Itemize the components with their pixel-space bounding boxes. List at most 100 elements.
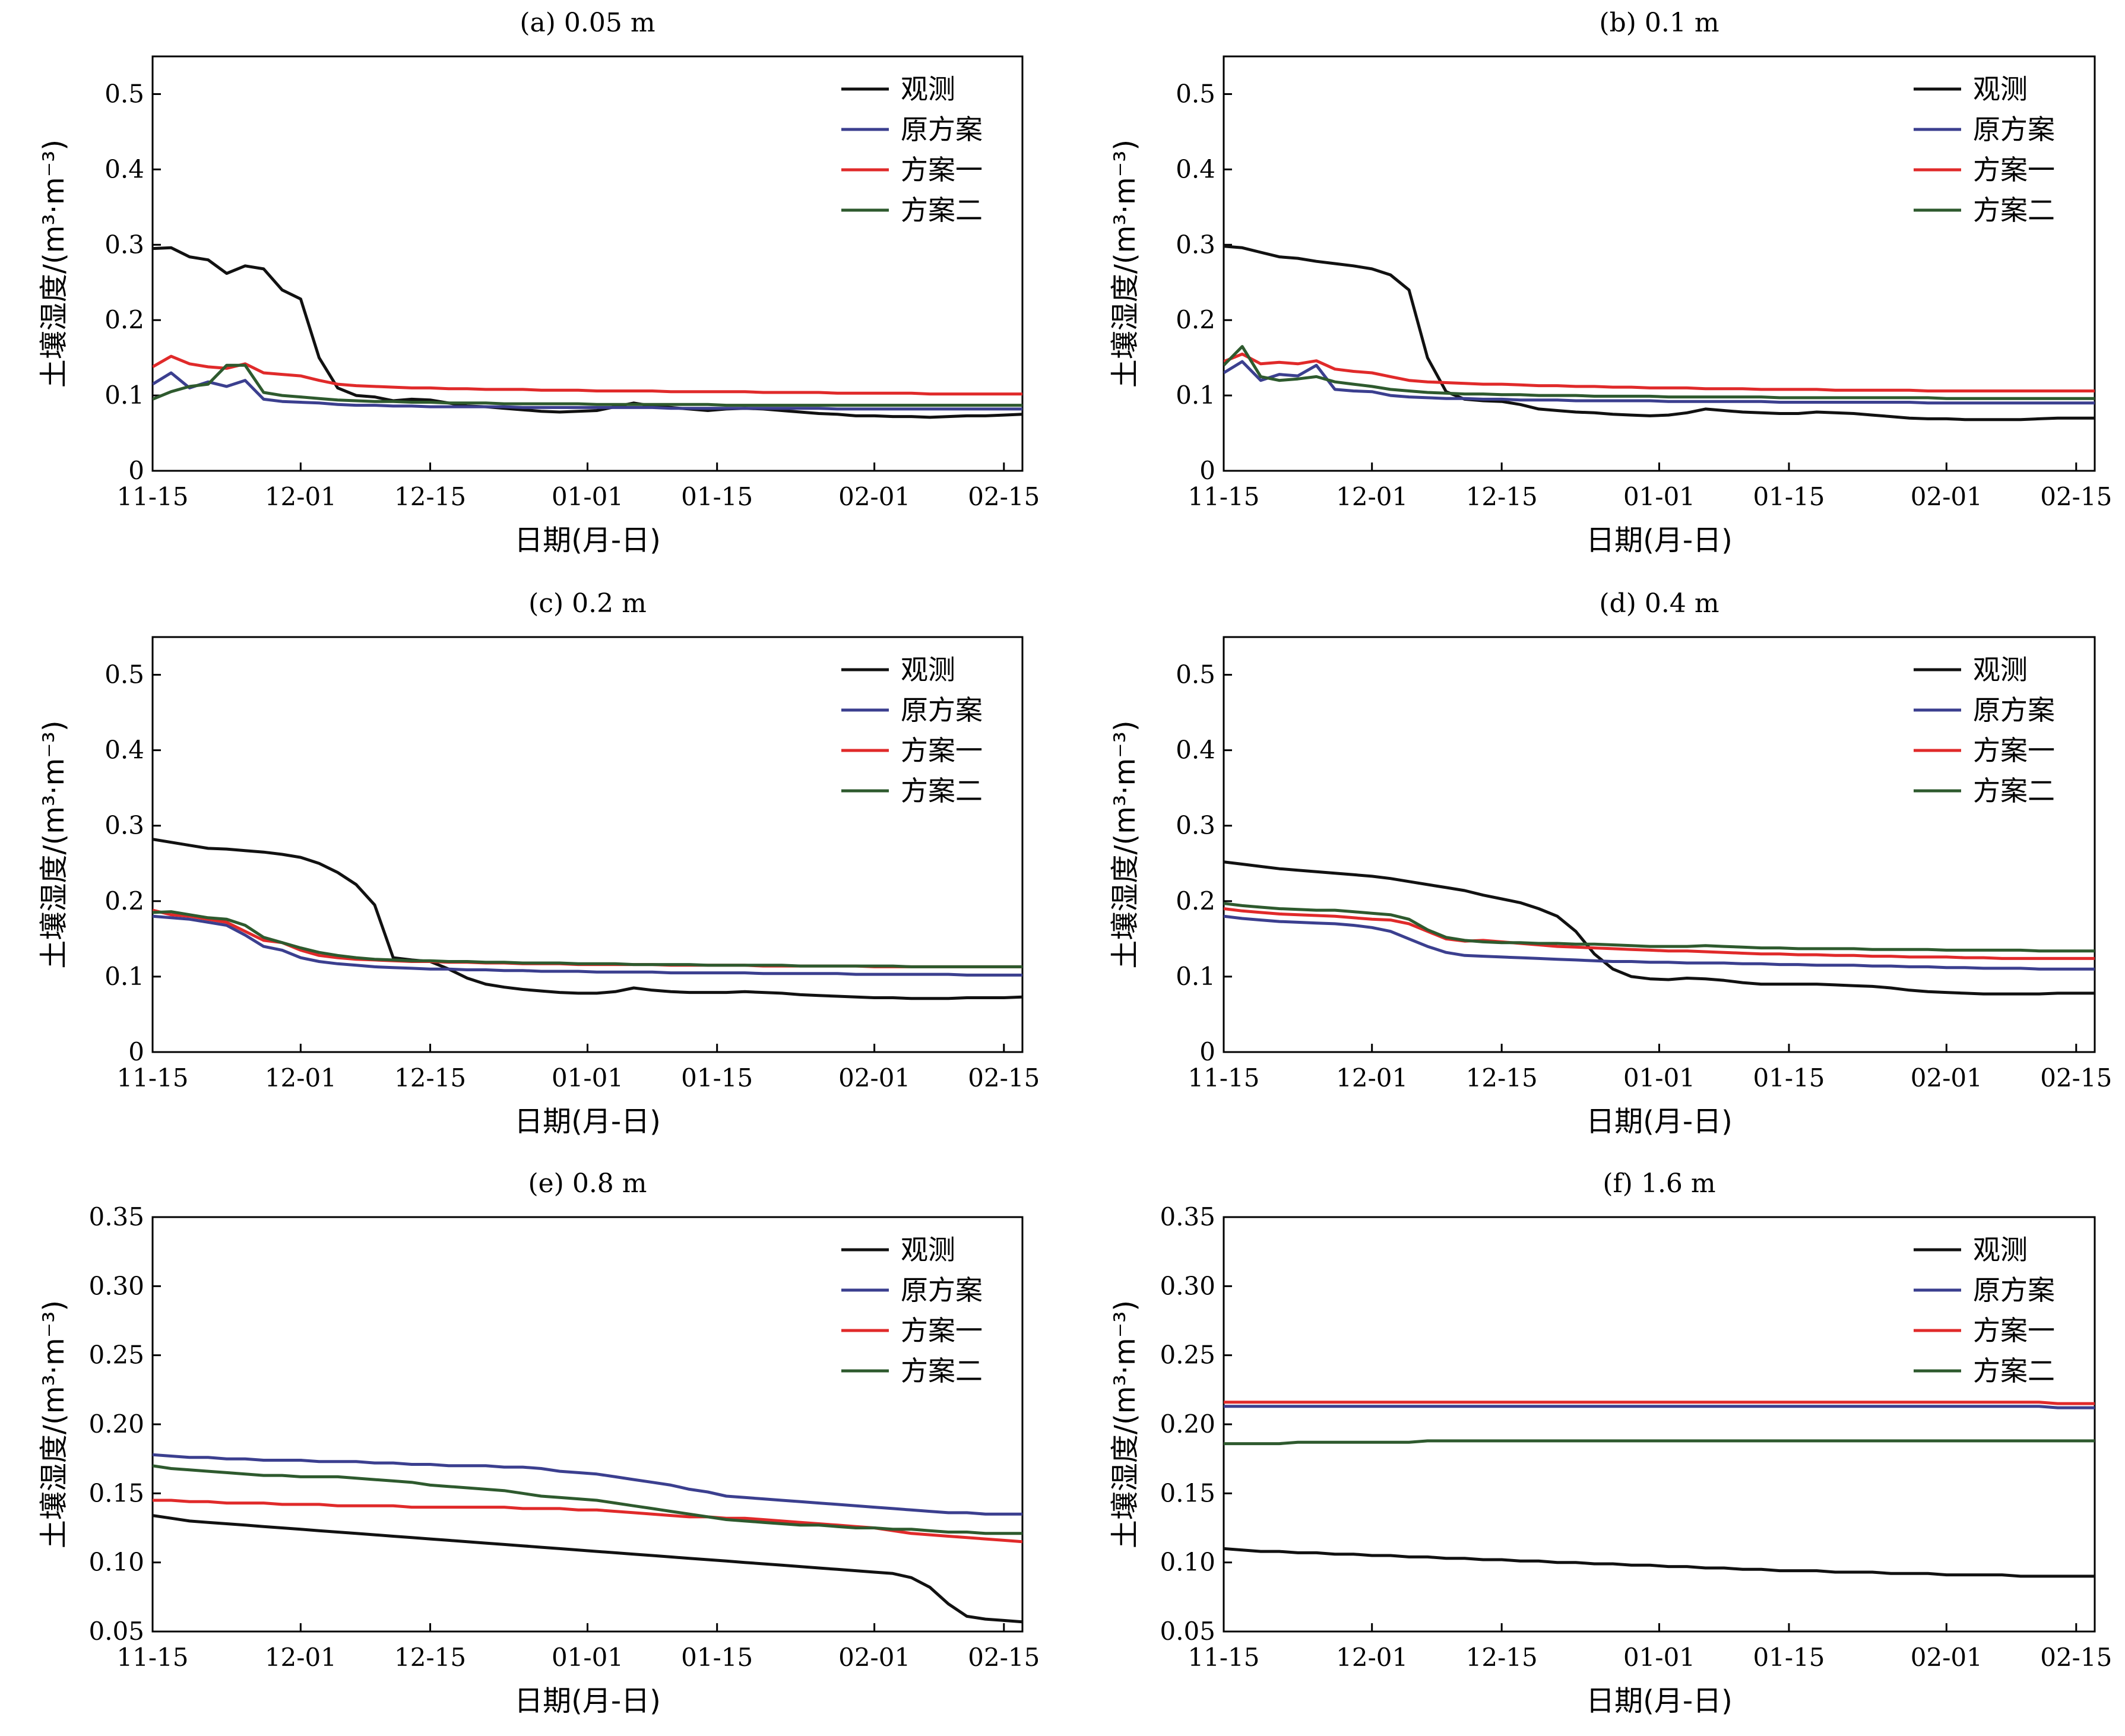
x-tick-label: 12-01 (265, 482, 337, 511)
panel-2: (c) 0.2 m 0 0.1 0.2 0.3 0.4 0.5 11-15 12-01 12-15… (37, 588, 1040, 1138)
y-tick-label: 0 (128, 1037, 144, 1066)
y-tick-label: 0.5 (104, 79, 144, 108)
x-axis-label: 日期(月-日) (514, 1684, 661, 1718)
x-axis-label: 日期(月-日) (514, 524, 661, 557)
x-tick-label: 01-01 (552, 482, 623, 511)
legend-label: 原方案 (901, 113, 983, 145)
series-line-方案二 (153, 1464, 1022, 1535)
y-tick-label: 0.15 (1160, 1478, 1215, 1507)
panel-0: (a) 0.05 m 0 0.1 0.2 0.3 0.4 0.5 11-15 12-01 12-1… (37, 8, 1040, 557)
legend-label: 方案二 (901, 194, 983, 226)
y-tick-label: 0.15 (88, 1478, 144, 1507)
legend-label: 原方案 (1973, 694, 2055, 726)
x-axis-label: 日期(月-日) (1586, 1105, 1733, 1138)
series-line-方案一 (153, 1499, 1022, 1544)
x-tick-label: 02-15 (968, 1063, 1040, 1092)
legend-label: 方案一 (901, 154, 983, 186)
y-tick-label: 0.05 (1160, 1617, 1215, 1646)
legend-label: 方案一 (901, 1314, 983, 1347)
series-line-方案二 (1224, 1439, 2095, 1446)
y-tick-label: 0.3 (1176, 230, 1215, 259)
y-tick-label: 0.1 (1176, 381, 1215, 410)
y-tick-label: 0.4 (1176, 736, 1215, 765)
series-line-观测 (153, 1514, 1022, 1624)
y-tick-label: 0.4 (104, 154, 144, 183)
legend-label: 方案二 (1973, 194, 2055, 226)
chart-title: (a) 0.05 m (520, 8, 655, 38)
y-tick-label: 0.4 (1176, 154, 1215, 183)
x-tick-label: 12-15 (394, 1643, 466, 1672)
x-tick-label: 02-15 (2040, 1643, 2112, 1672)
series-line-方案二 (1224, 345, 2095, 400)
series-line-方案一 (1224, 1401, 2095, 1405)
y-axis-label: 土壤湿度/(m³·m⁻³) (1109, 720, 1142, 968)
x-axis-label: 日期(月-日) (1586, 1684, 1733, 1718)
legend-label: 原方案 (901, 694, 983, 726)
y-tick-label: 0.1 (1176, 962, 1215, 991)
series-line-原方案 (153, 371, 1022, 411)
x-tick-label: 02-15 (2040, 482, 2112, 511)
legend-label: 方案二 (901, 1355, 983, 1387)
legend-label: 原方案 (1973, 113, 2055, 145)
x-tick-label: 12-15 (394, 1063, 466, 1092)
y-tick-label: 0.2 (104, 305, 144, 334)
x-tick-label: 01-15 (681, 482, 753, 511)
y-tick-label: 0.30 (1160, 1271, 1215, 1300)
series-line-观测 (1224, 1547, 2095, 1578)
x-tick-label: 02-15 (968, 1643, 1040, 1672)
plot-frame (1223, 55, 2096, 472)
x-tick-label: 11-15 (1187, 1643, 1259, 1672)
x-axis-label: 日期(月-日) (514, 1105, 661, 1138)
legend-label: 观测 (901, 654, 955, 686)
plot-frame (1223, 636, 2096, 1053)
x-tick-label: 02-01 (1911, 1643, 1983, 1672)
x-tick-label: 12-01 (1336, 482, 1408, 511)
x-tick-label: 01-15 (1753, 482, 1825, 511)
chart-title: (b) 0.1 m (1599, 8, 1719, 38)
x-tick-label: 11-15 (116, 1063, 188, 1092)
x-axis-label: 日期(月-日) (1586, 524, 1733, 557)
x-tick-label: 02-01 (838, 482, 910, 511)
x-tick-label: 12-15 (1466, 1063, 1538, 1092)
x-tick-label: 01-01 (1623, 1643, 1695, 1672)
legend-label: 方案二 (901, 775, 983, 807)
x-tick-label: 12-15 (1466, 1643, 1538, 1672)
series-line-方案一 (153, 354, 1022, 396)
series-line-方案一 (1224, 907, 2095, 960)
y-tick-label: 0.35 (1160, 1202, 1215, 1231)
x-tick-label: 02-01 (838, 1063, 910, 1092)
x-tick-label: 11-15 (116, 1643, 188, 1672)
chart-title: (f) 1.6 m (1603, 1168, 1715, 1199)
series-line-观测 (1224, 860, 2095, 996)
legend-label: 观测 (901, 1234, 955, 1266)
y-tick-label: 0.4 (104, 736, 144, 765)
legend-label: 原方案 (1973, 1274, 2055, 1306)
y-tick-label: 0.5 (1176, 79, 1215, 108)
y-tick-label: 0.2 (1176, 305, 1215, 334)
panel-5: (f) 1.6 m 0.05 0.10 0.15 0.20 0.25 0.30 0.35 11-… (1109, 1168, 2112, 1718)
legend-label: 方案一 (901, 734, 983, 766)
x-tick-label: 11-15 (1187, 1063, 1259, 1092)
y-axis-label: 土壤湿度/(m³·m⁻³) (37, 1300, 71, 1548)
y-tick-label: 0.25 (1160, 1341, 1215, 1370)
chart-title: (d) 0.4 m (1599, 588, 1719, 619)
y-axis-label: 土壤湿度/(m³·m⁻³) (1109, 1300, 1142, 1548)
y-tick-label: 0.3 (1176, 811, 1215, 840)
legend-label: 观测 (1973, 1234, 2028, 1266)
series-line-原方案 (153, 914, 1022, 977)
x-tick-label: 02-01 (1911, 482, 1983, 511)
x-tick-label: 12-01 (265, 1063, 337, 1092)
x-tick-label: 11-15 (1187, 482, 1259, 511)
x-tick-label: 11-15 (116, 482, 188, 511)
legend-label: 观测 (901, 73, 955, 105)
y-tick-label: 0.3 (104, 230, 144, 259)
x-tick-label: 01-01 (552, 1063, 623, 1092)
y-axis-label: 土壤湿度/(m³·m⁻³) (1109, 140, 1142, 388)
series-line-原方案 (1224, 1405, 2095, 1409)
panel-1: (b) 0.1 m 0 0.1 0.2 0.3 0.4 0.5 11-15 12-01 12-15… (1109, 8, 2112, 557)
x-tick-label: 01-01 (1623, 482, 1695, 511)
y-tick-label: 0.3 (104, 811, 144, 840)
x-tick-label: 01-01 (552, 1643, 623, 1672)
legend-label: 方案一 (1973, 154, 2055, 186)
